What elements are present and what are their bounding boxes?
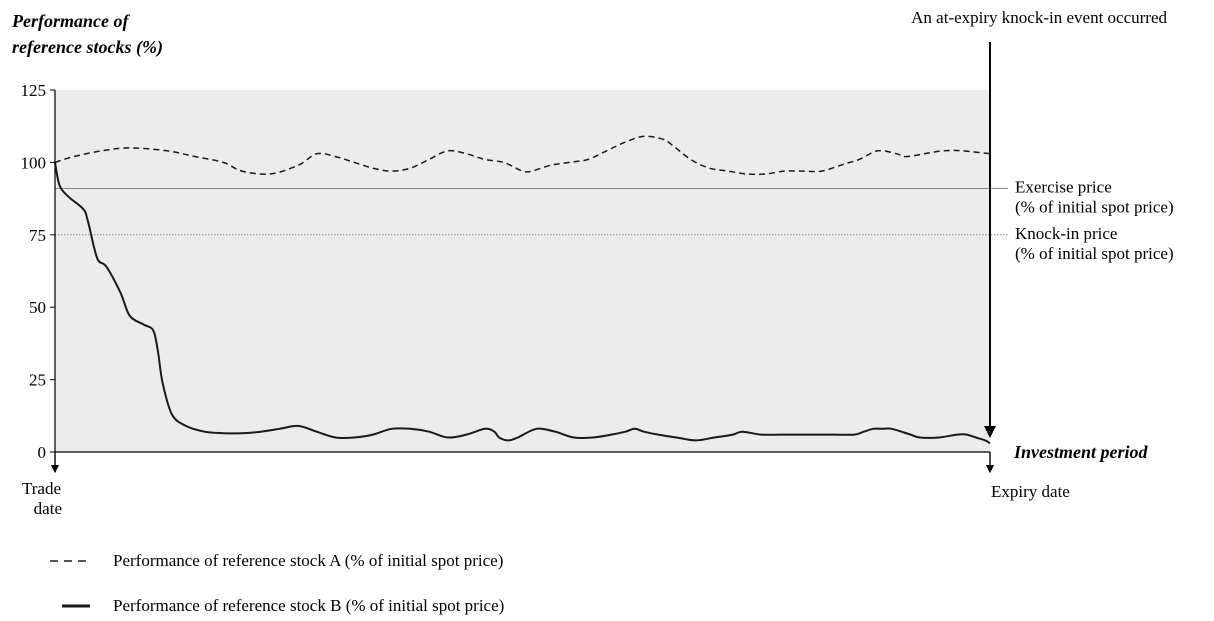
y-axis-title-line-1: Performance of: [11, 11, 130, 31]
trade-date-label-line-2: date: [34, 499, 62, 518]
knockin-price-label-line-2: (% of initial spot price): [1015, 244, 1174, 263]
y-tick-label: 100: [21, 153, 47, 172]
y-axis: 0 25 50 75 100 125: [21, 81, 55, 462]
series-layer: [54, 135, 991, 445]
series-line-stock-b: [54, 162, 991, 445]
series-line-stock-a: [54, 135, 991, 176]
knock-in-annotation: An at-expiry knock-in event occurred: [911, 8, 1167, 27]
legend: Performance of reference stock A (% of i…: [50, 551, 504, 615]
exercise-price-label-line-1: Exercise price: [1015, 177, 1112, 196]
y-tick-label: 75: [29, 226, 46, 245]
y-axis-title-line-2: reference stocks (%): [12, 37, 163, 58]
exercise-price-label-line-2: (% of initial spot price): [1015, 197, 1174, 216]
knockin-price-label-line-1: Knock-in price: [1015, 224, 1117, 243]
trade-date-label-line-1: Trade: [22, 479, 61, 498]
expiry-date-label: Expiry date: [991, 482, 1070, 501]
legend-label-stock-b: Performance of reference stock B (% of i…: [113, 596, 504, 615]
x-axis-title: Investment period: [1013, 442, 1148, 462]
y-tick-label: 25: [29, 371, 46, 390]
reference-lines: Exercise price(% of initial spot price)K…: [55, 177, 1174, 263]
legend-label-stock-a: Performance of reference stock A (% of i…: [113, 551, 503, 570]
y-tick-label: 125: [21, 81, 47, 100]
plot-area: [55, 90, 990, 452]
y-tick-label: 50: [29, 298, 46, 317]
y-tick-label: 0: [38, 443, 47, 462]
